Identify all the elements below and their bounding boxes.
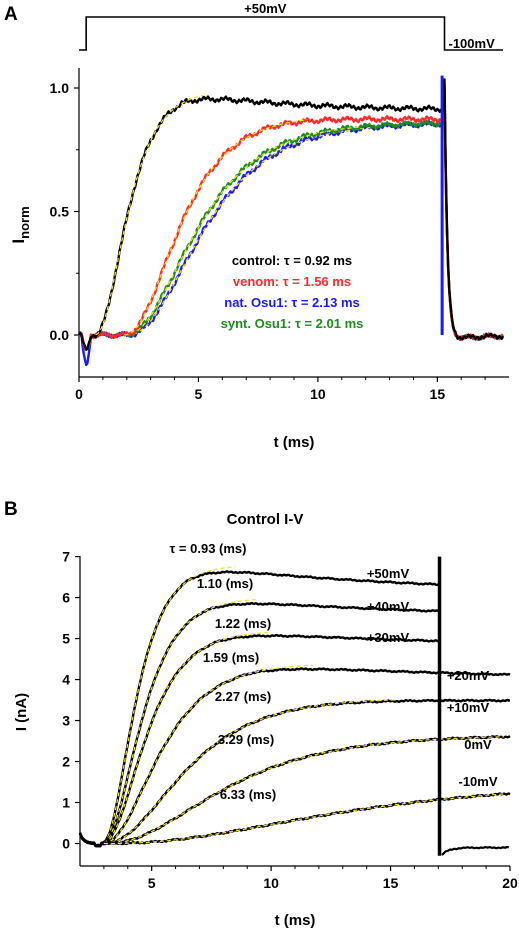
panel-a-fit-line: [95, 94, 204, 336]
panel-b-y-tick-label: 1: [62, 795, 70, 811]
panel-b-y-tick-label: 2: [62, 754, 70, 770]
panel-b-tau-label: τ = 0.93 (ms): [170, 541, 247, 556]
panel-b-voltage-label: +50mV: [367, 566, 410, 581]
panel-b-y-tick-label: 6: [62, 590, 70, 606]
panel-a-y-axis-label: Inorm: [9, 206, 32, 243]
voltage-protocol: [79, 16, 503, 51]
panel-b-tau-label: 1.22 (ms): [215, 616, 271, 631]
panel-a-y-axis-label-main: I: [9, 239, 28, 244]
panel-a-x-tick-label: 15: [430, 386, 446, 402]
panel-b-x-tick-label: 15: [383, 875, 399, 891]
panel-b-x-tick-label: 5: [148, 875, 156, 891]
panel-a-axes: 0.0 0.5 1.0 0 5 10 15: [50, 68, 509, 402]
panel-b-traces: [78, 556, 511, 856]
panel-b-voltage-label: +20mV: [447, 668, 490, 683]
panel-a-x-axis-label: t (ms): [274, 434, 315, 451]
panel-a-traces: [77, 75, 505, 367]
panel-b-tail-trace: [441, 845, 510, 856]
panel-a-trace: [77, 78, 505, 351]
panel-a-y-tick-label: 0.0: [50, 327, 70, 343]
panel-b-trace: [78, 698, 511, 848]
panel-a-legend-entry: venom: τ = 1.56 ms: [233, 274, 351, 289]
panel-a-legend-entry: control: τ = 0.92 ms: [232, 253, 352, 268]
panel-b-tau-label: 6.33 (ms): [220, 787, 276, 802]
panel-b-fit-line: [103, 736, 504, 845]
panel-b-fit-line: [103, 566, 236, 844]
panel-label-b: B: [4, 499, 18, 520]
panel-b-tau-label: 1.59 (ms): [203, 650, 259, 665]
panel-b-chart: Control I-V 0 1 2 3 4 5 6 7 5 10 15 20 τ = 0.93 (ms…: [13, 511, 518, 929]
panel-b-y-tick-label: 4: [62, 672, 70, 688]
panel-b-fit-line: [103, 793, 505, 845]
panel-a-legend-entry: synt. Osu1: τ = 2.01 ms: [221, 316, 364, 331]
panel-b-trace: [78, 633, 441, 847]
panel-a-legend-entry: nat. Osu1: τ = 2.13 ms: [224, 295, 360, 310]
panel-a-x-tick-label: 5: [195, 386, 203, 402]
panel-b-voltage-label: +30mV: [367, 630, 410, 645]
panel-b-axes: 0 1 2 3 4 5 6 7 5 10 15 20: [62, 549, 518, 891]
protocol-line: [79, 16, 503, 51]
panel-a-x-tick-label: 10: [310, 386, 326, 402]
panel-a-fit-line: [124, 119, 308, 336]
panel-b-fit-line: [103, 699, 395, 845]
panel-b-x-axis-label: t (ms): [275, 912, 316, 929]
panel-a-x-tick-label: 0: [75, 386, 83, 402]
panel-b-labels: τ = 0.93 (ms) +50mV 1.10 (ms) +40mV 1.22 (ms…: [170, 541, 498, 802]
panel-b-x-tick-label: 20: [502, 875, 518, 891]
panel-a-y-tick-label: 0.5: [50, 204, 70, 220]
panel-b-y-tick-label: 5: [62, 631, 70, 647]
protocol-step-label: +50mV: [244, 1, 287, 16]
panel-a-fit-line: [124, 126, 361, 336]
panel-b-title: Control I-V: [227, 511, 304, 528]
panel-label-a: A: [4, 4, 18, 25]
panel-b-y-axis-label: I (nA): [13, 693, 30, 731]
panel-b-voltage-label: 0mV: [464, 737, 492, 752]
panel-b-fit-line: [103, 599, 256, 844]
panel-b-voltage-label: -10mV: [458, 774, 497, 789]
panel-b-y-tick-label: 0: [62, 836, 70, 852]
panel-b-voltage-label: +40mV: [367, 599, 410, 614]
panel-a-legend: control: τ = 0.92 ms venom: τ = 1.56 ms na…: [221, 253, 364, 331]
panel-b-voltage-label: +10mV: [447, 700, 490, 715]
panel-b-fit-line: [103, 664, 313, 844]
panel-b-tau-label: 2.27 (ms): [215, 689, 271, 704]
protocol-hold-label: -100mV: [449, 36, 496, 51]
panel-a-chart: +50mV -100mV 0.0 0.5 1.0 0 5 10 15 control: τ …: [9, 1, 509, 451]
panel-b-tau-label: 1.10 (ms): [197, 576, 253, 591]
panel-a-y-tick-label: 1.0: [50, 80, 70, 96]
panel-a-y-axis-label-sub: norm: [17, 206, 32, 239]
panel-b-y-tick-label: 7: [62, 549, 70, 565]
panel-b-x-tick-label: 10: [263, 875, 279, 891]
panel-b-tau-label: 3.29 (ms): [218, 732, 274, 747]
panel-b-y-tick-label: 3: [62, 713, 70, 729]
panel-b-trace: [78, 735, 511, 848]
